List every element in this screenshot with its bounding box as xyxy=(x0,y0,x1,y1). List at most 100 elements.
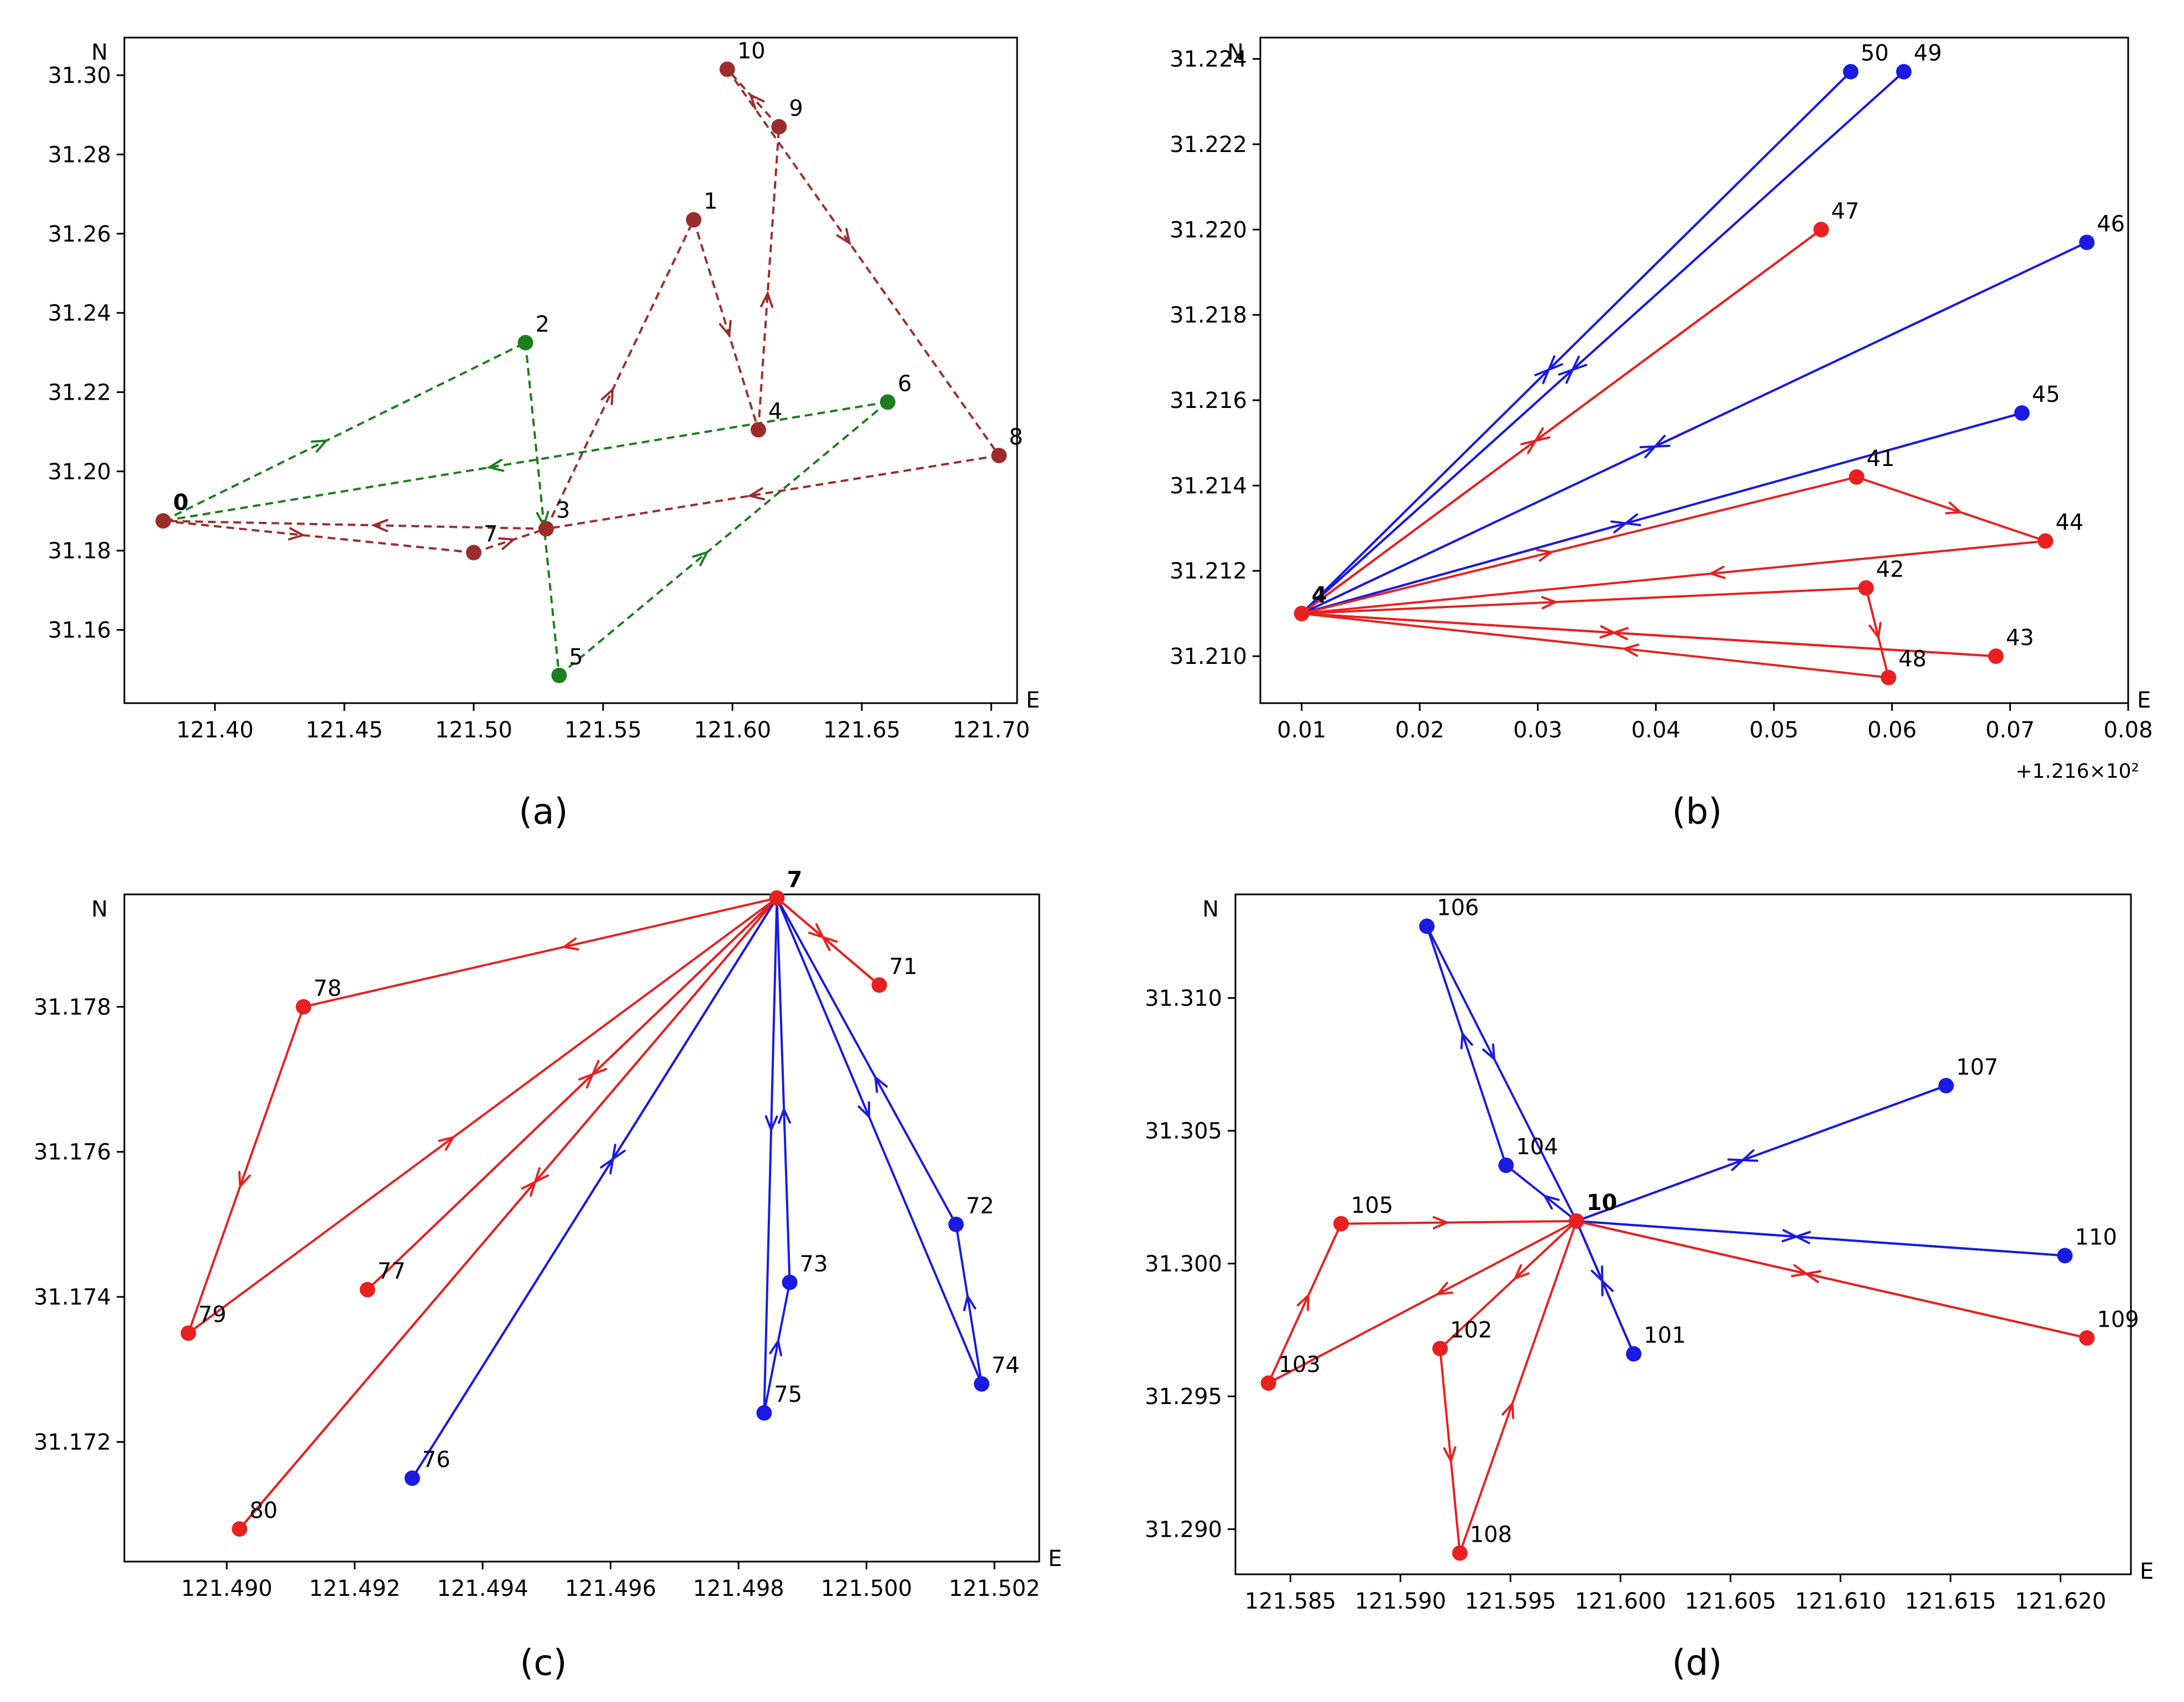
node-point xyxy=(1843,64,1859,80)
node-point xyxy=(465,544,481,561)
node-label: 6 xyxy=(898,371,912,396)
y-axis-label: N xyxy=(91,40,108,65)
node-label: 10 xyxy=(737,38,766,64)
node-label: 75 xyxy=(774,1382,802,1407)
direction-arrow xyxy=(1611,627,1629,641)
node-label: 42 xyxy=(1876,557,1904,583)
x-tick-label: 0.06 xyxy=(1867,718,1916,743)
route-segment xyxy=(776,897,957,1225)
route-segment xyxy=(1268,1220,1577,1384)
series-route xyxy=(776,897,880,986)
node-point xyxy=(1333,1216,1349,1232)
direction-arrow xyxy=(1945,501,1963,515)
y-tick-label: 31.300 xyxy=(1145,1251,1222,1277)
node-point xyxy=(991,448,1007,464)
y-tick-label: 31.20 xyxy=(48,459,111,485)
panel-d: 121.585 121.590 121.595 121.600 121.605 121.6… xyxy=(1145,893,2154,1684)
x-tick-label: 121.502 xyxy=(949,1576,1040,1601)
node-label: 10 xyxy=(1586,1190,1617,1216)
direction-arrow xyxy=(1708,565,1726,579)
y-tick-label: 31.26 xyxy=(48,222,111,247)
route-segment xyxy=(1301,612,1996,658)
route-segment xyxy=(1439,1348,1461,1553)
node-label: 47 xyxy=(1831,198,1860,224)
y-tick-label: 31.30 xyxy=(48,63,111,88)
x-tick-label: 121.615 xyxy=(1905,1589,1996,1614)
route-segment xyxy=(776,898,791,1282)
y-axis-label: N xyxy=(1227,40,1244,65)
x-tick-label: 121.585 xyxy=(1245,1589,1336,1614)
route-segment xyxy=(1267,1223,1342,1384)
node-label: 0 xyxy=(173,490,188,515)
direction-arrow xyxy=(747,487,765,501)
x-tick-label: 121.605 xyxy=(1685,1589,1776,1614)
direction-arrow xyxy=(1513,1264,1530,1281)
route-segment xyxy=(545,219,695,530)
series-route xyxy=(1301,71,1852,615)
x-tick-label: 121.70 xyxy=(952,718,1030,743)
direction-arrow xyxy=(1621,643,1640,657)
node-point xyxy=(2079,1330,2095,1346)
series-route xyxy=(1439,1220,1578,1554)
y-tick-label: 31.290 xyxy=(1145,1517,1222,1542)
route-segment xyxy=(1426,926,1507,1166)
node-label: 2 xyxy=(536,312,549,337)
series-route xyxy=(1301,412,2023,615)
route-segment xyxy=(187,1006,305,1334)
direction-arrow xyxy=(760,290,774,308)
route-segment xyxy=(1301,540,2046,615)
series-route xyxy=(763,898,792,1413)
node-point xyxy=(1896,64,1912,80)
route-segment xyxy=(763,898,778,1413)
panel-caption: (d) xyxy=(1672,1643,1722,1684)
route-segment xyxy=(1505,1164,1578,1222)
node-label: 72 xyxy=(966,1193,994,1219)
node-label: 103 xyxy=(1279,1352,1321,1378)
x-tick-label: 121.610 xyxy=(1795,1589,1886,1614)
panel-caption: (b) xyxy=(1672,792,1722,832)
node-point xyxy=(973,1376,989,1392)
route-segment xyxy=(163,520,474,554)
route-segment xyxy=(163,520,547,530)
node-point xyxy=(782,1274,798,1290)
direction-arrow xyxy=(764,1115,778,1133)
node-point xyxy=(948,1216,964,1232)
panel-c: 121.490 121.492 121.494 121.496 121.498 121.5… xyxy=(34,867,1062,1684)
node-label: 46 xyxy=(2097,211,2125,237)
series-route xyxy=(1301,228,1822,615)
x-tick-label: 121.498 xyxy=(693,1576,784,1601)
x-tick-label: 0.01 xyxy=(1277,718,1326,743)
direction-arrow xyxy=(1547,355,1563,372)
node-label: 3 xyxy=(556,498,570,523)
series-route xyxy=(163,342,889,677)
direction-arrow xyxy=(578,1072,595,1089)
node-point xyxy=(719,61,735,77)
route-segment xyxy=(1576,1219,2065,1257)
x-tick-label: 121.45 xyxy=(306,718,383,743)
direction-arrow xyxy=(719,320,732,338)
direction-arrow xyxy=(561,938,579,951)
y-tick-label: 31.220 xyxy=(1170,217,1247,243)
panel-caption: (c) xyxy=(520,1643,567,1684)
route-segment xyxy=(1576,1220,2087,1339)
node-point xyxy=(538,521,554,537)
x-tick-label: 0.03 xyxy=(1513,718,1562,743)
series-route xyxy=(1426,925,1578,1222)
direction-arrow xyxy=(778,1106,792,1124)
direction-arrow xyxy=(1536,548,1554,562)
route-segment xyxy=(776,897,983,1385)
direction-arrow xyxy=(288,527,306,541)
node-label: 76 xyxy=(422,1447,451,1473)
series-route xyxy=(187,897,778,1334)
direction-arrow xyxy=(874,1075,888,1093)
y-tick-label: 31.212 xyxy=(1170,559,1247,584)
node-point xyxy=(1293,605,1310,621)
series-route xyxy=(1301,476,2046,615)
direction-arrow xyxy=(1542,1194,1560,1210)
direction-arrow xyxy=(1482,1043,1496,1062)
node-label: 50 xyxy=(1861,41,1889,66)
series-route xyxy=(1267,1216,1577,1384)
node-label: 109 xyxy=(2097,1307,2139,1332)
route-segment xyxy=(303,897,777,1008)
